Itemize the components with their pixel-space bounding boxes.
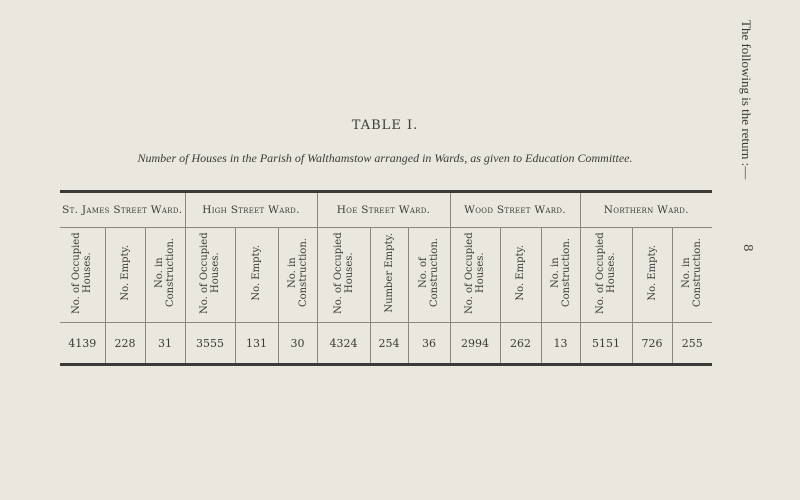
- column-header: No. Empty.: [499, 227, 542, 323]
- column-header-label: No. of Occupied Houses.: [71, 232, 94, 314]
- column-header: No. in Construction.: [277, 227, 317, 323]
- column-header-label: No. in Construction.: [286, 238, 309, 308]
- column-header-label: No. in Construction.: [681, 238, 704, 308]
- table-cell: 254: [369, 322, 408, 365]
- column-header: No. of Occupied Houses.: [316, 227, 370, 323]
- houses-table: St. James Street Ward. High Street Ward. H…: [60, 190, 713, 366]
- column-header: No. of Construction.: [407, 227, 451, 323]
- table-cell: 31: [144, 322, 185, 365]
- table-cell: 3555: [184, 322, 235, 365]
- table-cell: 36: [407, 322, 451, 365]
- ward-header: Wood Street Ward.: [449, 191, 581, 228]
- column-header: No. of Occupied Houses.: [184, 227, 235, 323]
- column-header-label: No. of Occupied Houses.: [464, 232, 487, 314]
- table-title: TABLE I.: [351, 118, 419, 133]
- ward-header: St. James Street Ward.: [60, 191, 185, 228]
- column-header-label: No. Empty.: [251, 245, 262, 301]
- column-header: No. Empty.: [234, 227, 278, 323]
- ward-header: Hoe Street Ward.: [316, 191, 451, 228]
- table-cell: 4139: [68, 336, 97, 350]
- column-header: No. of Occupied Houses.: [60, 227, 105, 323]
- column-header-label: No. of Construction.: [418, 238, 441, 308]
- column-header: No. in Construction.: [671, 227, 713, 323]
- table-cell: 262: [499, 322, 542, 365]
- table-cell: 30: [277, 322, 317, 365]
- table-cell: 13: [540, 322, 581, 365]
- column-header: No. Empty.: [631, 227, 673, 323]
- column-header-label: No. of Occupied Houses.: [595, 232, 618, 314]
- column-header-label: No. Empty.: [515, 245, 527, 301]
- table-cell: 131: [234, 322, 278, 365]
- column-header-label: No. Empty.: [119, 245, 131, 301]
- table-cell: 255: [671, 322, 713, 365]
- ward-header: Northern Ward.: [579, 191, 713, 228]
- column-header: No. of Occupied Houses.: [579, 227, 633, 323]
- column-header-label: No. in Construction.: [549, 238, 572, 308]
- table-cell: 5151: [579, 322, 633, 365]
- ward-header-row: St. James Street Ward. High Street Ward. H…: [60, 191, 713, 228]
- ward-header: High Street Ward.: [184, 191, 317, 228]
- table-row: 4139 228 31 3555 131 30 4324 254 36 2994 262 13 5151…: [60, 322, 713, 365]
- page-number: 8: [741, 244, 755, 252]
- table-cell: 228: [104, 322, 145, 365]
- intro-text: The following is the return :—: [739, 20, 754, 180]
- table-cell: 726: [631, 322, 673, 365]
- column-header-label: No. in Construction.: [154, 238, 176, 308]
- column-header: No. in Construction.: [540, 227, 581, 323]
- column-header-row: No. of Occupied Houses. No. Empty. No. in …: [60, 227, 713, 323]
- column-header: No. in Construction.: [144, 227, 185, 323]
- column-header-label: Number Empty.: [383, 233, 395, 313]
- column-header: No. of Occupied Houses.: [449, 227, 501, 323]
- column-header-label: No. of Occupied Houses.: [332, 232, 355, 314]
- column-header-label: No. of Occupied Houses.: [199, 232, 221, 314]
- table-cell: 4324: [316, 322, 370, 365]
- table-cell: 2994: [449, 322, 501, 365]
- column-header: No. Empty.: [104, 227, 145, 323]
- column-header-label: No. Empty.: [646, 245, 658, 301]
- table-caption: Number of Houses in the Parish of Waltha…: [137, 151, 633, 165]
- column-header: Number Empty.: [369, 227, 408, 323]
